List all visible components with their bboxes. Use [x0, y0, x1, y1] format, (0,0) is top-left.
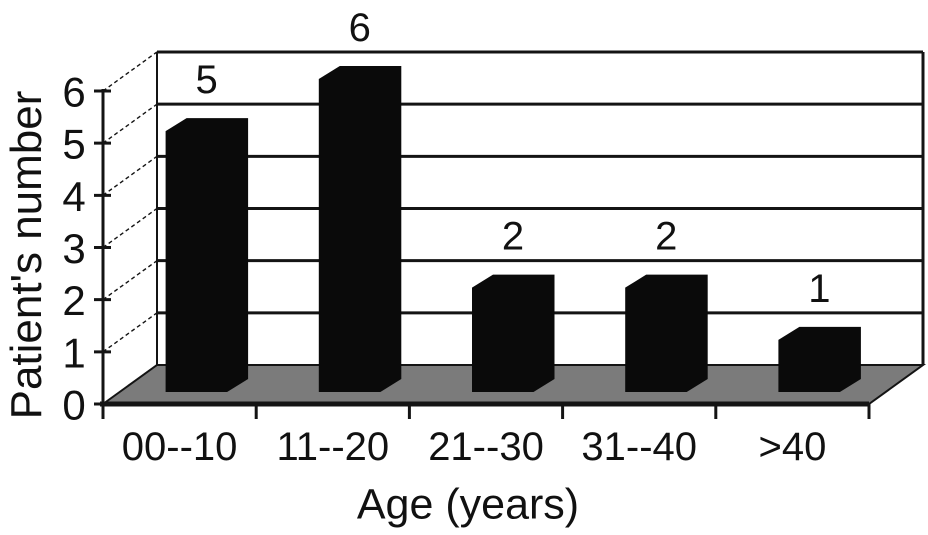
- x-category-label: 31--40: [581, 425, 697, 469]
- bar: [318, 65, 402, 392]
- bar-value-label: 5: [195, 58, 217, 102]
- bar-value-label: 1: [808, 267, 830, 311]
- depth-guide-line: [102, 312, 158, 353]
- bar-value-label: 2: [655, 215, 677, 259]
- depth-guide-line: [102, 103, 158, 144]
- depth-guide-line: [102, 207, 158, 249]
- bar-value-label: 6: [349, 6, 371, 50]
- y-tick-label: 5: [62, 121, 85, 168]
- y-tick-label: 1: [62, 329, 85, 376]
- depth-guide-line: [102, 51, 158, 92]
- y-tick-label: 6: [62, 68, 85, 115]
- x-axis-title: Age (years): [356, 480, 580, 529]
- x-category-label: 21--30: [428, 425, 544, 469]
- bar-value-label: 2: [502, 215, 524, 259]
- x-category-label: >40: [758, 425, 826, 469]
- bar: [778, 326, 861, 392]
- bar: [625, 274, 708, 392]
- y-tick-label: 0: [62, 382, 85, 429]
- y-tick-label: 2: [62, 277, 85, 324]
- y-tick-label: 3: [62, 225, 85, 272]
- x-category-label: 11--20: [276, 425, 389, 469]
- bar: [165, 118, 249, 393]
- y-axis-title: Patient's number: [2, 90, 51, 420]
- depth-guide-line: [102, 155, 158, 196]
- y-tick-label: 4: [62, 173, 85, 220]
- x-category-label: 00--10: [122, 425, 238, 469]
- bar: [472, 274, 555, 392]
- depth-guide-line: [102, 260, 158, 301]
